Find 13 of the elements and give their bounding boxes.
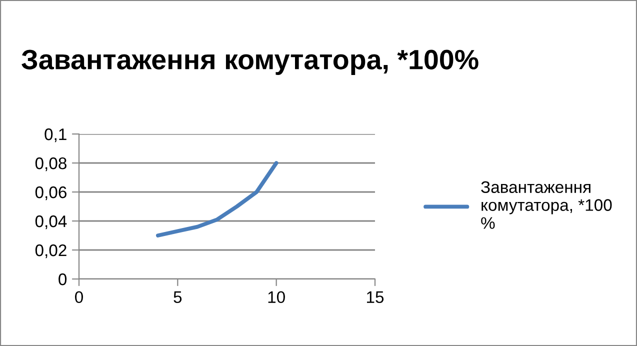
- y-tick-label: 0: [58, 273, 67, 286]
- chart-title: Завантаження комутатора, *100%: [22, 50, 478, 75]
- line-series: [156, 161, 278, 238]
- y-tick-label: 0,08: [35, 157, 66, 172]
- y-tick-label: 0,02: [35, 244, 66, 258]
- y-tick-label: 0,06: [35, 186, 66, 200]
- y-tick-label: 0,04: [35, 215, 67, 230]
- y-tick-label: 0,1: [44, 128, 66, 142]
- x-tick-label: 0: [75, 291, 83, 304]
- x-tick-label: 10: [268, 291, 285, 304]
- legend-label: Завантаження комутатора, *100 %: [481, 181, 612, 229]
- x-tick-label: 15: [367, 291, 384, 304]
- x-tick-label: 5: [174, 291, 182, 304]
